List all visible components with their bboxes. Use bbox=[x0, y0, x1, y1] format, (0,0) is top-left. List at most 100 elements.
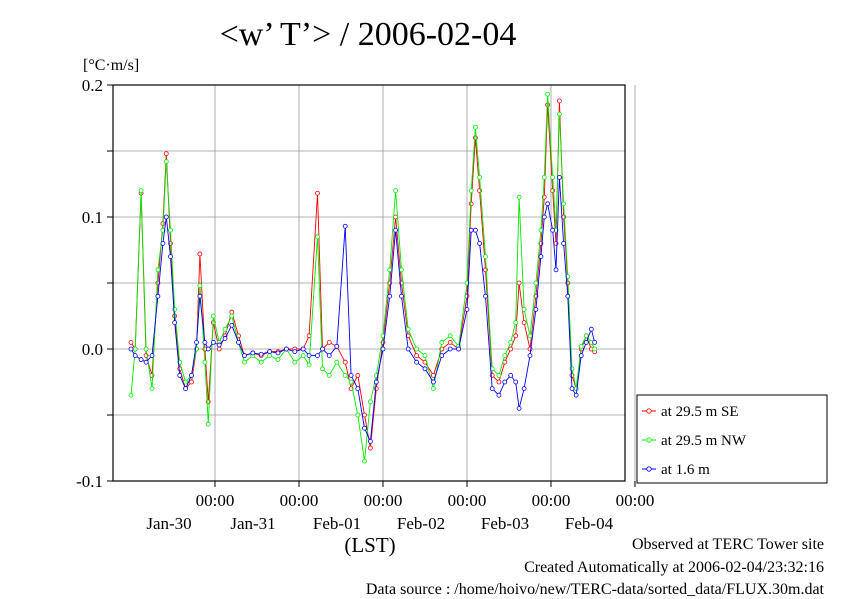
data-point bbox=[197, 251, 203, 257]
data-point bbox=[439, 339, 445, 345]
data-point bbox=[393, 188, 399, 194]
data-point bbox=[155, 293, 161, 299]
data-point bbox=[545, 201, 551, 207]
data-point bbox=[561, 240, 566, 246]
data-point bbox=[592, 339, 598, 345]
data-point bbox=[275, 357, 281, 362]
data-point bbox=[541, 214, 547, 220]
data-point bbox=[483, 254, 488, 260]
footer-created: Created Automatically at 2006-02-04/23:3… bbox=[524, 559, 824, 576]
legend-swatch-marker bbox=[646, 466, 652, 472]
data-point bbox=[541, 174, 547, 180]
data-point bbox=[205, 346, 211, 352]
data-point bbox=[163, 214, 169, 220]
data-point bbox=[367, 445, 373, 451]
data-point bbox=[502, 353, 508, 359]
data-point bbox=[138, 188, 144, 194]
data-point bbox=[373, 386, 379, 392]
data-point bbox=[527, 333, 533, 339]
footer-source: Data source : /home/hoivo/new/TERC-data/… bbox=[365, 581, 824, 598]
data-point bbox=[132, 353, 138, 359]
data-point bbox=[275, 350, 281, 356]
data-point bbox=[306, 353, 312, 359]
data-point bbox=[513, 333, 519, 339]
y-tick-label: -0.1 bbox=[76, 472, 103, 491]
chart-title: <w’ T’> / 2006-02-04 bbox=[220, 16, 517, 53]
series-line bbox=[130, 177, 596, 444]
data-point bbox=[342, 372, 348, 378]
x-tick-time-label: 00:00 bbox=[448, 491, 487, 510]
data-point bbox=[430, 386, 436, 392]
data-point bbox=[326, 372, 332, 378]
data-point bbox=[183, 379, 189, 385]
data-point bbox=[292, 359, 298, 365]
data-point bbox=[592, 346, 598, 352]
data-point bbox=[362, 425, 367, 431]
data-point bbox=[387, 293, 393, 299]
data-point bbox=[216, 346, 222, 352]
data-point bbox=[545, 91, 551, 97]
data-point bbox=[143, 346, 149, 352]
data-point bbox=[128, 339, 134, 345]
data-point bbox=[393, 227, 399, 233]
data-point bbox=[283, 346, 289, 352]
data-point bbox=[496, 379, 502, 385]
x-tick-time-label: 00:00 bbox=[364, 491, 403, 510]
data-point bbox=[292, 349, 298, 355]
data-point bbox=[326, 353, 332, 359]
data-point bbox=[422, 353, 428, 359]
data-point bbox=[202, 339, 208, 345]
data-point bbox=[258, 351, 264, 357]
data-point bbox=[447, 339, 453, 345]
data-point bbox=[172, 320, 178, 326]
data-point bbox=[578, 343, 584, 349]
legend: at 29.5 m SE at 29.5 m NW at 1.6 m bbox=[636, 394, 828, 484]
data-point bbox=[149, 386, 155, 392]
data-point bbox=[367, 438, 373, 444]
data-point bbox=[197, 293, 203, 299]
data-point bbox=[334, 359, 340, 365]
data-point bbox=[516, 194, 522, 200]
data-point bbox=[430, 379, 436, 385]
data-point bbox=[399, 293, 404, 299]
data-point bbox=[561, 201, 566, 207]
data-point bbox=[229, 313, 235, 319]
data-point bbox=[258, 359, 264, 365]
data-point bbox=[128, 392, 134, 398]
y-axis: 0.2 0.1 0.0 -0.1 bbox=[76, 76, 113, 491]
data-point bbox=[533, 280, 539, 286]
x-tick-date-label: Feb-03 bbox=[481, 514, 529, 533]
data-point bbox=[362, 458, 367, 464]
data-point bbox=[168, 227, 173, 233]
data-point bbox=[342, 359, 348, 365]
data-point bbox=[202, 359, 208, 365]
data-point bbox=[163, 151, 169, 157]
data-point bbox=[149, 353, 155, 359]
data-point bbox=[521, 386, 527, 392]
data-point bbox=[183, 386, 189, 392]
data-point bbox=[326, 339, 332, 345]
data-point bbox=[315, 234, 320, 240]
data-point bbox=[143, 359, 149, 365]
data-point bbox=[538, 227, 544, 233]
data-point bbox=[163, 159, 169, 164]
data-point bbox=[447, 333, 453, 339]
data-point bbox=[222, 326, 228, 332]
data-point bbox=[155, 267, 161, 273]
data-point bbox=[189, 372, 194, 378]
data-point bbox=[393, 214, 399, 220]
data-point bbox=[502, 379, 508, 385]
x-tick-date-label: Feb-02 bbox=[397, 514, 445, 533]
data-point bbox=[373, 379, 379, 385]
y-tick-label: 0.2 bbox=[82, 76, 103, 95]
data-point bbox=[483, 293, 488, 299]
data-point bbox=[447, 346, 453, 352]
y-tick-label: 0.0 bbox=[82, 340, 103, 359]
data-point bbox=[241, 353, 247, 359]
data-point bbox=[267, 349, 273, 355]
data-point bbox=[300, 346, 306, 352]
data-point bbox=[464, 306, 470, 312]
data-point bbox=[229, 322, 235, 328]
data-point bbox=[300, 353, 306, 359]
series-line bbox=[130, 100, 595, 449]
